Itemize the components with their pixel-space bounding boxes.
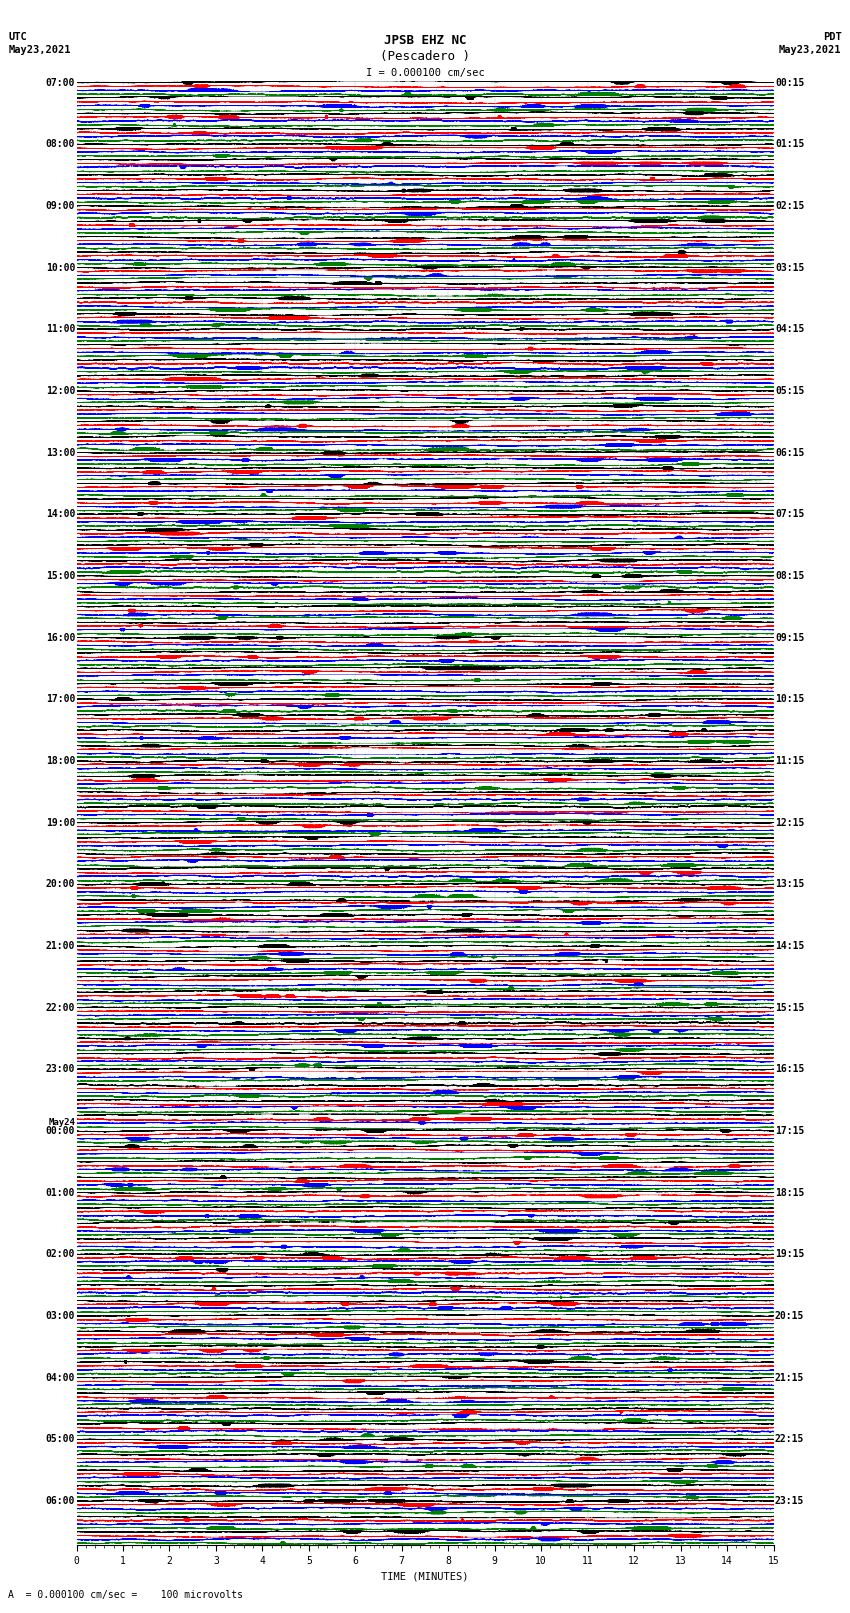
Text: 16:15: 16:15 — [775, 1065, 804, 1074]
Text: 07:00: 07:00 — [46, 77, 75, 87]
Text: May23,2021: May23,2021 — [8, 45, 71, 55]
Text: 16:00: 16:00 — [46, 632, 75, 642]
Text: 05:15: 05:15 — [775, 386, 804, 395]
Text: 06:15: 06:15 — [775, 447, 804, 458]
Text: 03:15: 03:15 — [775, 263, 804, 273]
Text: 11:15: 11:15 — [775, 756, 804, 766]
Text: 15:00: 15:00 — [46, 571, 75, 581]
Text: 00:15: 00:15 — [775, 77, 804, 87]
Text: 09:15: 09:15 — [775, 632, 804, 642]
Text: 18:15: 18:15 — [775, 1187, 804, 1197]
Text: 13:15: 13:15 — [775, 879, 804, 889]
Text: 17:00: 17:00 — [46, 694, 75, 705]
Text: 14:15: 14:15 — [775, 940, 804, 952]
Text: 02:15: 02:15 — [775, 202, 804, 211]
Text: 18:00: 18:00 — [46, 756, 75, 766]
Text: 05:00: 05:00 — [46, 1434, 75, 1444]
X-axis label: TIME (MINUTES): TIME (MINUTES) — [382, 1571, 468, 1581]
Text: 12:00: 12:00 — [46, 386, 75, 395]
Text: 17:15: 17:15 — [775, 1126, 804, 1136]
Text: I = 0.000100 cm/sec: I = 0.000100 cm/sec — [366, 68, 484, 77]
Text: 01:15: 01:15 — [775, 139, 804, 150]
Text: 10:15: 10:15 — [775, 694, 804, 705]
Text: 09:00: 09:00 — [46, 202, 75, 211]
Text: JPSB EHZ NC: JPSB EHZ NC — [383, 34, 467, 47]
Text: 13:00: 13:00 — [46, 447, 75, 458]
Text: 01:00: 01:00 — [46, 1187, 75, 1197]
Text: PDT: PDT — [823, 32, 842, 42]
Text: 06:00: 06:00 — [46, 1495, 75, 1507]
Text: 23:00: 23:00 — [46, 1065, 75, 1074]
Text: 04:00: 04:00 — [46, 1373, 75, 1382]
Text: 22:15: 22:15 — [775, 1434, 804, 1444]
Text: 02:00: 02:00 — [46, 1248, 75, 1260]
Text: 22:00: 22:00 — [46, 1003, 75, 1013]
Text: 08:00: 08:00 — [46, 139, 75, 150]
Text: 21:15: 21:15 — [775, 1373, 804, 1382]
Text: May24: May24 — [48, 1118, 75, 1126]
Text: 14:00: 14:00 — [46, 510, 75, 519]
Text: 11:00: 11:00 — [46, 324, 75, 334]
Text: 15:15: 15:15 — [775, 1003, 804, 1013]
Text: 19:15: 19:15 — [775, 1248, 804, 1260]
Text: 19:00: 19:00 — [46, 818, 75, 827]
Text: 20:00: 20:00 — [46, 879, 75, 889]
Text: 20:15: 20:15 — [775, 1311, 804, 1321]
Text: May23,2021: May23,2021 — [779, 45, 842, 55]
Text: (Pescadero ): (Pescadero ) — [380, 50, 470, 63]
Text: 23:15: 23:15 — [775, 1495, 804, 1507]
Text: 07:15: 07:15 — [775, 510, 804, 519]
Text: 08:15: 08:15 — [775, 571, 804, 581]
Text: 00:00: 00:00 — [46, 1126, 75, 1136]
Text: 10:00: 10:00 — [46, 263, 75, 273]
Text: A  = 0.000100 cm/sec =    100 microvolts: A = 0.000100 cm/sec = 100 microvolts — [8, 1590, 243, 1600]
Text: 03:00: 03:00 — [46, 1311, 75, 1321]
Text: 21:00: 21:00 — [46, 940, 75, 952]
Text: UTC: UTC — [8, 32, 27, 42]
Text: 12:15: 12:15 — [775, 818, 804, 827]
Text: 04:15: 04:15 — [775, 324, 804, 334]
